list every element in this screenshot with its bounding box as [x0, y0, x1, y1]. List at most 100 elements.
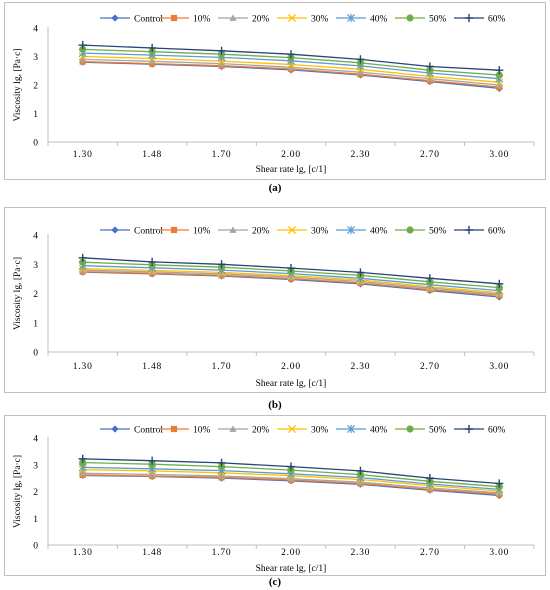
legend-label: 60%	[488, 227, 506, 237]
data-point	[495, 479, 504, 488]
x-tick-label: 3.00	[489, 150, 509, 160]
y-tick-label: 4	[33, 435, 38, 445]
x-tick-label: 1.30	[73, 548, 93, 558]
legend-label: 40%	[370, 426, 388, 436]
data-point	[356, 68, 365, 76]
data-point	[79, 55, 87, 63]
data-point	[356, 268, 365, 277]
data-point	[78, 454, 87, 463]
legend-marker	[406, 226, 414, 234]
data-point	[425, 62, 434, 71]
data-point	[356, 466, 365, 476]
legend-item: 30%	[277, 13, 329, 25]
legend-label: 30%	[311, 227, 329, 237]
legend-label: 20%	[252, 15, 270, 25]
data-point	[78, 253, 87, 262]
legend-marker	[287, 424, 297, 434]
chart-panel-b: Control 10% 20% 30% 40% 50% 60% 0 1 2 3 4 1.30 1.48 1.…	[0, 205, 550, 413]
y-tick-label: 3	[33, 261, 38, 271]
legend-marker	[287, 13, 297, 23]
y-tick-label: 4	[33, 25, 38, 35]
series-6	[78, 41, 504, 75]
series-6	[78, 253, 504, 288]
x-tick-label: 2.00	[281, 150, 301, 160]
legend-marker	[406, 425, 414, 433]
y-tick-label: 3	[33, 53, 38, 63]
data-point	[79, 45, 87, 53]
legend-marker	[346, 424, 356, 434]
data-point	[217, 46, 226, 55]
legend-marker	[346, 13, 356, 23]
series-6	[78, 454, 504, 488]
x-tick-label: 1.70	[212, 150, 232, 160]
legend-marker	[464, 424, 474, 434]
data-point	[148, 257, 157, 267]
y-tick-label: 1	[33, 110, 38, 120]
legend-marker	[346, 225, 356, 235]
legend-label: 30%	[311, 426, 329, 436]
x-tick-label: 1.30	[73, 362, 93, 372]
x-axis-title: Shear rate lg, [c/1]	[256, 165, 327, 175]
legend-label: 60%	[488, 426, 506, 436]
data-point	[217, 260, 226, 269]
data-point	[495, 81, 503, 88]
chart-frame	[4, 415, 546, 576]
panel-label-b: (b)	[268, 399, 282, 411]
legend-label: 20%	[252, 426, 270, 436]
legend-item: 20%	[218, 226, 270, 237]
y-axis-title: Viscosity lg, [Pa·c]	[13, 48, 23, 121]
legend-item: 50%	[395, 425, 447, 436]
x-tick-label: 1.70	[212, 362, 232, 372]
chart-frame	[4, 207, 546, 393]
legend-item: 30%	[277, 225, 329, 237]
legend-item: 10%	[159, 227, 211, 237]
y-tick-label: 2	[33, 488, 38, 498]
legend-label: Control	[134, 227, 163, 237]
y-tick-label: 0	[33, 349, 38, 359]
legend-item: 50%	[395, 14, 447, 25]
x-tick-label: 2.70	[420, 150, 440, 160]
chart-panel-c: Control 10% 20% 30% 40% 50% 60% 0 1 2 3 4 1.30 1.48 1.…	[0, 413, 550, 590]
data-point	[148, 470, 156, 478]
data-point	[217, 472, 226, 479]
legend-item: Control	[100, 226, 163, 237]
data-point	[217, 458, 226, 467]
y-axis-title: Viscosity lg, [Pa·c]	[13, 455, 23, 528]
data-point	[79, 469, 87, 477]
panel-label-a: (a)	[268, 182, 282, 194]
legend-label: 50%	[429, 426, 447, 436]
legend-marker	[406, 14, 414, 22]
legend: Control 10% 20% 30% 40% 50% 60%	[100, 424, 506, 436]
data-point	[495, 71, 503, 79]
legend-item: 20%	[218, 14, 270, 25]
x-tick-label: 2.30	[351, 548, 371, 558]
x-tick-label: 1.48	[142, 548, 162, 558]
data-point	[425, 274, 434, 283]
legend-marker	[111, 425, 119, 433]
legend-marker	[170, 226, 178, 234]
x-axis-title: Shear rate lg, [c/1]	[256, 564, 327, 574]
legend-marker	[229, 226, 237, 233]
data-point	[78, 41, 87, 50]
legend-item: 40%	[336, 13, 388, 25]
y-axis-title: Viscosity lg, [Pa·c]	[13, 257, 23, 330]
data-point	[425, 474, 434, 483]
legend: Control 10% 20% 30% 40% 50% 60%	[100, 13, 506, 25]
legend-label: Control	[134, 15, 163, 25]
legend-marker	[464, 13, 474, 23]
x-tick-label: 2.70	[420, 362, 440, 372]
y-tick-label: 4	[33, 232, 38, 242]
legend-item: 60%	[454, 225, 506, 237]
legend-label: 50%	[429, 15, 447, 25]
x-tick-label: 2.30	[351, 362, 371, 372]
y-tick-label: 2	[33, 82, 38, 92]
legend-label: 10%	[193, 15, 211, 25]
x-tick-label: 1.48	[142, 150, 162, 160]
legend-label: 40%	[370, 15, 388, 25]
legend-label: 40%	[370, 227, 388, 237]
data-point	[148, 57, 156, 65]
x-tick-label: 3.00	[489, 548, 509, 558]
legend-marker	[170, 14, 178, 22]
x-tick-label: 2.00	[281, 362, 301, 372]
legend-item: 10%	[159, 426, 211, 436]
